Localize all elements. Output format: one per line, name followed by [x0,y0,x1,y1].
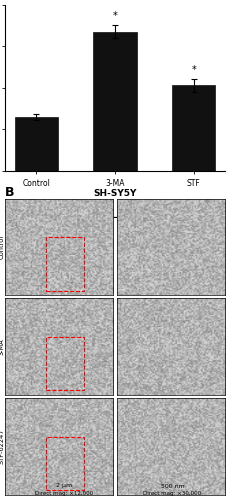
Bar [171,86,214,171]
Y-axis label: Control: Control [0,235,5,259]
X-axis label: SH-SY5Y: SH-SY5Y [93,189,136,198]
Y-axis label: 3-MA: 3-MA [0,338,5,355]
Text: Direct mag: ×12,000: Direct mag: ×12,000 [35,491,93,496]
Text: 500 nm: 500 nm [160,484,184,488]
Y-axis label: STF-62247: STF-62247 [0,429,5,464]
Bar [15,117,58,171]
Text: *: * [112,11,117,21]
Text: B: B [5,186,14,199]
Text: 2 μm: 2 μm [56,484,72,488]
Bar [93,32,136,171]
Text: Direct mag: ×30,000: Direct mag: ×30,000 [143,491,201,496]
Text: *: * [191,64,195,74]
